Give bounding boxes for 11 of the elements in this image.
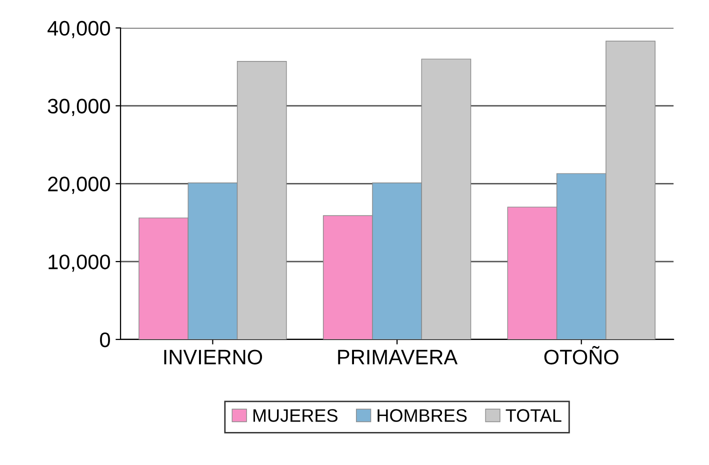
legend-label: TOTAL [506, 409, 562, 422]
y-tick-label: 40,000 [48, 20, 110, 38]
y-tick-label: 20,000 [48, 176, 110, 194]
legend-label: HOMBRES [378, 409, 467, 422]
x-tick-label: INVIERNO [164, 350, 262, 364]
x-tick-label: PRIMAVERA [338, 350, 458, 364]
y-tick-label: 0 [100, 332, 110, 348]
y-tick-label: 10,000 [48, 254, 110, 272]
y-tick-label: 30,000 [48, 98, 110, 116]
x-tick-label: OTOÑO [544, 346, 618, 364]
legend-label: MUJERES [253, 409, 338, 422]
